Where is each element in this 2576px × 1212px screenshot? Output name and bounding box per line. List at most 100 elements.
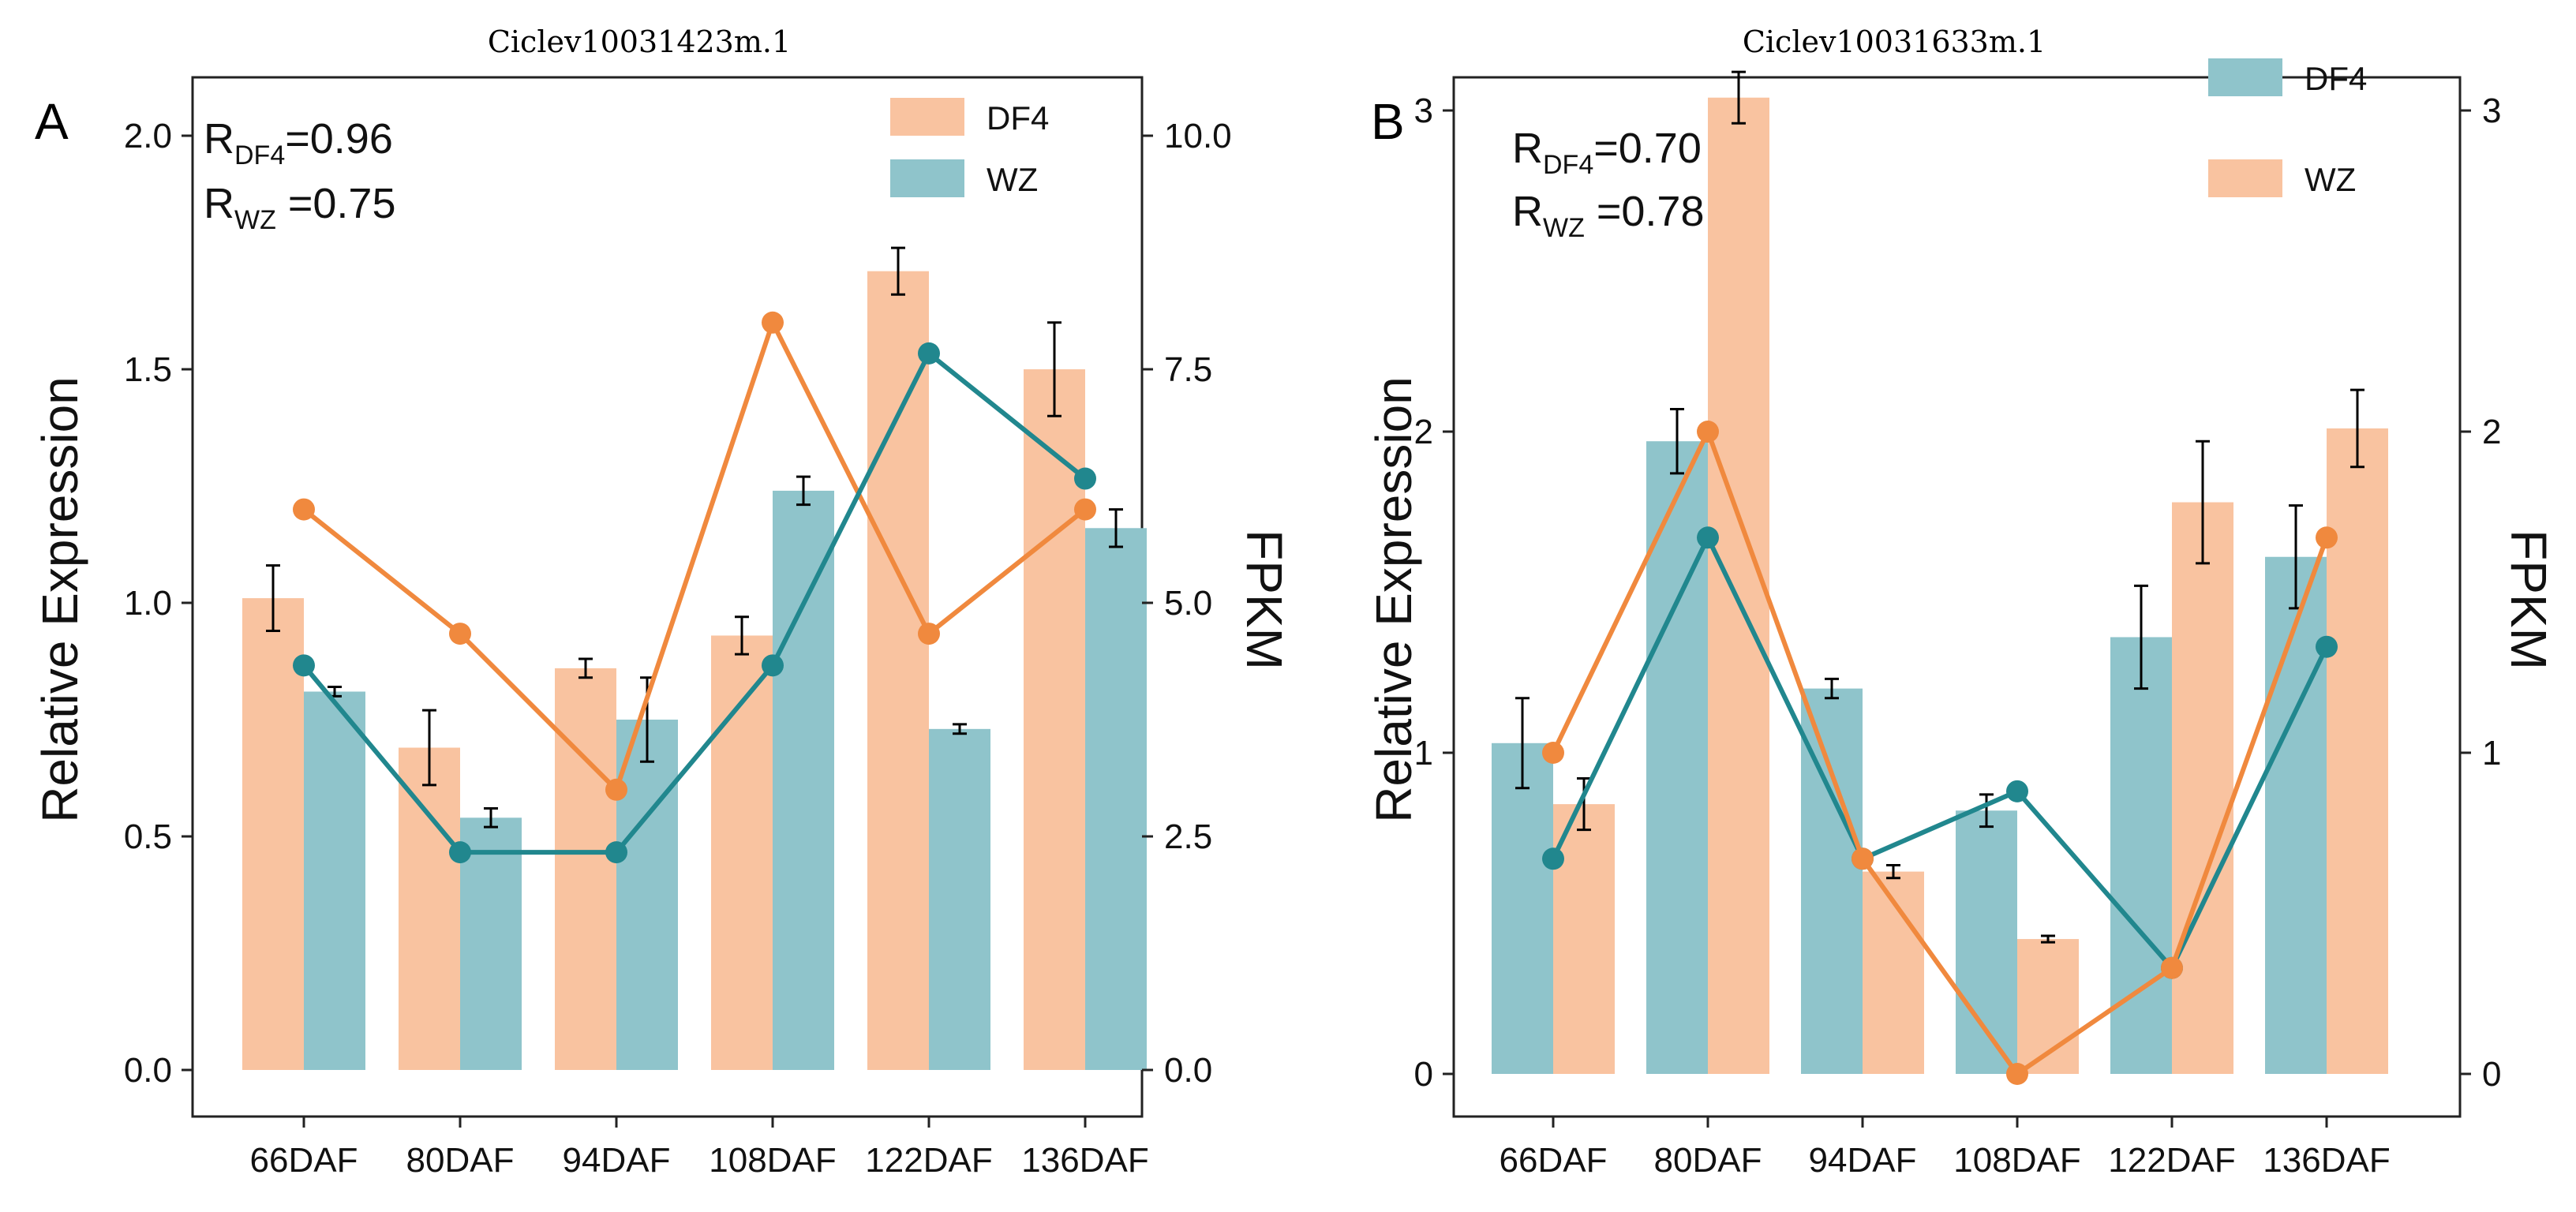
panel-label: A [35,93,69,150]
bar-df4-2 [555,668,616,1070]
bar-df4-0 [1492,743,1553,1074]
bar-df4-4 [867,271,929,1070]
y2-tick-label: 1 [2482,734,2501,772]
correlation-r: R [1512,188,1543,235]
y2-axis-label: FPKM [2500,529,2557,670]
bar-wz-1 [1708,97,1769,1075]
bar-df4-4 [2110,637,2172,1074]
line-wz-fpkm [301,350,1087,855]
chart-title: Ciclev10031633m.1 [1743,24,2046,59]
x-tick-label: 136DAF [1021,1141,1148,1180]
line-point-df4-fpkm-2 [605,778,627,801]
y2-tick-label: 2 [2482,413,2501,451]
y-tick-label: 1.5 [124,350,172,389]
correlation-annotation: RWZ =0.75 [204,180,396,235]
legend-label: WZ [987,161,1038,198]
x-tick-label: 80DAF [406,1141,515,1180]
y-axis-label: Relative Expression [32,376,88,823]
panel-label: B [1371,93,1405,150]
x-tick-label: 136DAF [2263,1141,2390,1180]
y2-tick-label: 10.0 [1164,117,1232,155]
bar-wz-4 [2172,502,2233,1074]
line-point-df4-fpkm-5 [1074,498,1096,521]
line-point-wz-fpkm-3 [2006,1063,2028,1085]
line-point-wz-fpkm-4 [2161,956,2183,979]
bar-df4-5 [2265,556,2327,1074]
line-point-df4-fpkm-1 [1697,526,1719,549]
line-point-df4-fpkm-3 [762,311,784,334]
line-point-wz-fpkm-2 [1852,847,1874,870]
bar-wz-2 [616,720,678,1070]
line-point-wz-fpkm-0 [293,654,315,677]
line-point-wz-fpkm-2 [605,841,627,864]
bar-df4-1 [399,747,460,1070]
x-tick-label: 122DAF [865,1141,992,1180]
bar-wz-3 [773,490,834,1070]
correlation-r: R [204,115,234,163]
y-tick-label: 0.0 [124,1051,172,1090]
correlation-r: R [1512,125,1543,172]
correlation-value: =0.78 [1585,188,1705,235]
x-tick-label: 94DAF [1809,1141,1917,1180]
x-tick-label: 66DAF [1500,1141,1608,1180]
correlation-subscript: WZ [1543,213,1585,243]
correlation-subscript: DF4 [234,140,285,170]
correlation-value: =0.75 [276,180,396,227]
correlation-subscript: DF4 [1543,150,1593,180]
y-tick-label: 2.0 [124,117,172,155]
x-tick-label: 66DAF [250,1141,358,1180]
line-point-df4-fpkm-0 [293,498,315,521]
y-axis-label: Relative Expression [1365,376,1422,823]
legend-swatch-df4 [2208,58,2282,96]
line-point-wz-fpkm-4 [918,342,940,365]
y-tick-label: 0.5 [124,817,172,856]
bar-df4-5 [1024,369,1085,1070]
bar-wz-5 [2327,428,2388,1074]
line-point-wz-fpkm-0 [1542,742,1564,764]
bar-wz-0 [1553,804,1615,1074]
correlation-annotation: RWZ =0.78 [1512,188,1705,243]
y-tick-label: 1 [1414,734,1433,772]
bar-wz-4 [929,728,990,1070]
legend-label: DF4 [987,99,1049,137]
line-point-wz-fpkm-1 [1697,421,1719,443]
y-tick-label: 2 [1414,413,1433,451]
y2-tick-label: 5.0 [1164,584,1212,623]
line-point-df4-fpkm-1 [449,623,471,645]
y2-tick-label: 0.0 [1164,1051,1212,1090]
line-point-wz-fpkm-5 [1074,467,1096,490]
line-point-df4-fpkm-0 [1542,847,1564,870]
line-point-df4-fpkm-3 [2006,780,2028,802]
x-tick-label: 108DAF [709,1141,836,1180]
x-tick-label: 80DAF [1654,1141,1762,1180]
bar-wz-0 [304,691,365,1070]
x-tick-label: 108DAF [1953,1141,2080,1180]
bar-df4-1 [1646,441,1708,1074]
correlation-value: =0.70 [1593,125,1702,172]
y2-tick-label: 0 [2482,1055,2501,1094]
y2-tick-label: 2.5 [1164,817,1212,856]
y2-axis-label: FPKM [1236,529,1293,670]
correlation-annotation: RDF4=0.70 [1512,125,1702,180]
line-df4-fpkm [302,316,1087,795]
y-tick-label: 1.0 [124,584,172,623]
bar-wz-5 [1085,528,1147,1070]
x-tick-label: 94DAF [563,1141,671,1180]
bar-df4-3 [711,635,773,1070]
bar-wz-1 [460,817,522,1070]
correlation-r: R [204,180,234,227]
correlation-annotation: RDF4=0.96 [204,115,393,170]
line-wz-fpkm [1551,425,2329,1078]
line-df4-fpkm [1551,532,2329,973]
y2-tick-label: 7.5 [1164,350,1212,389]
chart-title: Ciclev10031423m.1 [488,24,791,59]
legend-swatch-df4 [890,98,964,136]
plot-frame [1452,76,2462,1118]
correlation-subscript: WZ [234,205,276,235]
legend-swatch-wz [2208,159,2282,197]
y-tick-label: 0 [1414,1055,1433,1094]
line-point-df4-fpkm-4 [918,623,940,645]
legend-label: WZ [2305,161,2356,198]
legend-label: DF4 [2305,60,2367,97]
